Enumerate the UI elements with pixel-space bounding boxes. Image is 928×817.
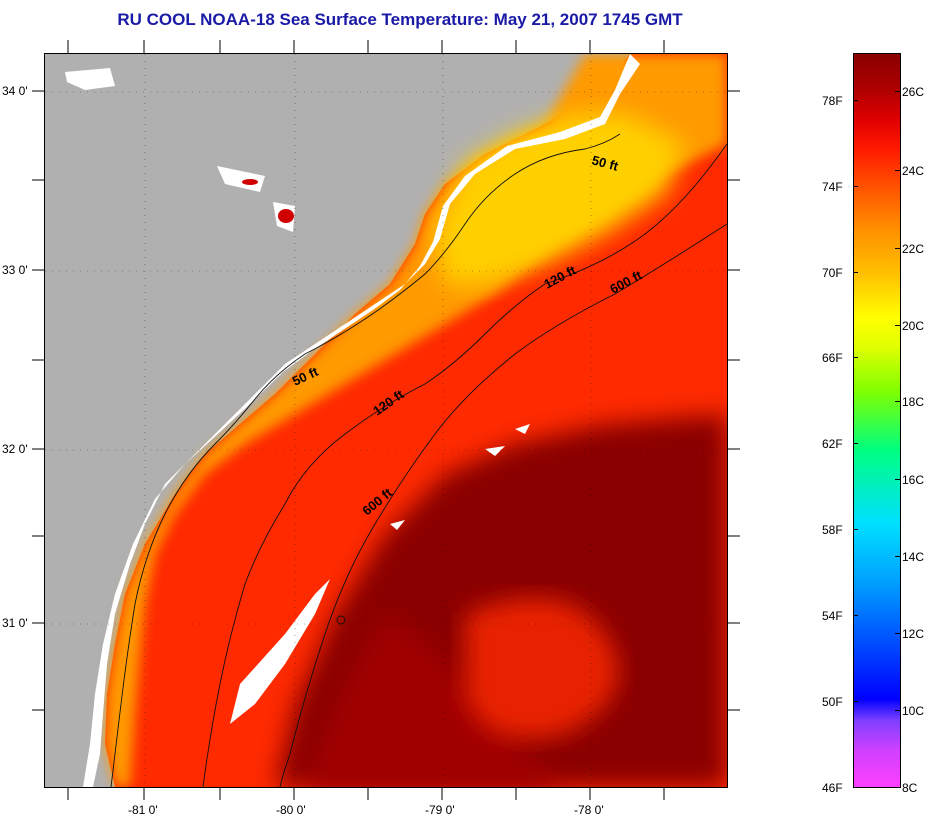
axis-ticks bbox=[32, 40, 740, 800]
mid-water-tongue bbox=[465, 598, 619, 739]
fahrenheit-label: 54F bbox=[822, 609, 843, 623]
contour-600ft bbox=[279, 223, 727, 787]
celsius-label: 26C bbox=[902, 85, 925, 99]
latitude-label: 34 0' bbox=[2, 84, 28, 98]
contour-120ft bbox=[202, 143, 727, 787]
colorbar-tick bbox=[853, 615, 858, 616]
station-marker bbox=[336, 615, 346, 625]
colorbar-tick bbox=[895, 710, 900, 711]
colorbar-tick bbox=[853, 272, 858, 273]
celsius-label: 20C bbox=[902, 319, 925, 333]
fahrenheit-label: 78F bbox=[822, 94, 843, 108]
colorbar-tick bbox=[853, 443, 858, 444]
celsius-label: 22C bbox=[902, 242, 925, 256]
sst-map: 50 ft 120 ft 600 ft 50 ft 120 ft 600 ft bbox=[44, 53, 728, 788]
colorbar-tick bbox=[895, 170, 900, 171]
colorbar-tick bbox=[853, 357, 858, 358]
latitude-label: 33 0' bbox=[2, 263, 28, 277]
colorbar-tick bbox=[853, 701, 858, 702]
inland-water bbox=[242, 179, 294, 223]
colorbar-tick bbox=[895, 248, 900, 249]
celsius-label: 14C bbox=[902, 550, 925, 564]
fahrenheit-label: 46F bbox=[822, 781, 843, 795]
fahrenheit-label: 66F bbox=[822, 351, 843, 365]
celsius-label: 12C bbox=[902, 627, 925, 641]
celsius-label: 10C bbox=[902, 704, 925, 718]
longitude-label: -80 0' bbox=[276, 803, 306, 817]
contour-label: 50 ft bbox=[590, 152, 620, 174]
colorbar-tick bbox=[895, 556, 900, 557]
latitude-label: 32 0' bbox=[2, 442, 28, 456]
page-title: RU COOL NOAA-18 Sea Surface Temperature:… bbox=[117, 10, 683, 29]
latitude-label: 31 0' bbox=[2, 616, 28, 630]
bathymetry-contours bbox=[110, 133, 727, 787]
shelf-water bbox=[105, 54, 727, 787]
colorbar-tick bbox=[895, 479, 900, 480]
colorbar-tick bbox=[895, 401, 900, 402]
celsius-label: 8C bbox=[902, 781, 918, 795]
celsius-label: 16C bbox=[902, 473, 925, 487]
sst-map-canvas: 50 ft 120 ft 600 ft 50 ft 120 ft 600 ft bbox=[45, 54, 727, 787]
fahrenheit-label: 74F bbox=[822, 180, 843, 194]
colorbar-tick bbox=[853, 100, 858, 101]
fahrenheit-label: 62F bbox=[822, 437, 843, 451]
celsius-label: 24C bbox=[902, 164, 925, 178]
longitude-label: -78 0' bbox=[574, 803, 604, 817]
colorbar-tick bbox=[853, 529, 858, 530]
celsius-label: 18C bbox=[902, 395, 925, 409]
contour-50ft bbox=[110, 133, 621, 787]
warm-eddy bbox=[305, 614, 565, 787]
fahrenheit-label: 50F bbox=[822, 695, 843, 709]
colorbar-tick bbox=[895, 633, 900, 634]
colorbar-tick bbox=[895, 325, 900, 326]
longitude-label: -81 0' bbox=[128, 803, 158, 817]
longitude-label: -79 0' bbox=[425, 803, 455, 817]
colorbar-tick bbox=[853, 186, 858, 187]
colorbar-tick bbox=[895, 91, 900, 92]
fahrenheit-label: 70F bbox=[822, 266, 843, 280]
fahrenheit-label: 58F bbox=[822, 523, 843, 537]
temperature-colorbar bbox=[853, 53, 901, 788]
